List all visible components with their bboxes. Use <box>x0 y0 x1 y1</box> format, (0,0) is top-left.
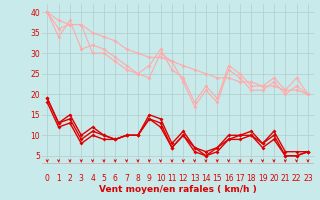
X-axis label: Vent moyen/en rafales ( km/h ): Vent moyen/en rafales ( km/h ) <box>99 186 256 194</box>
